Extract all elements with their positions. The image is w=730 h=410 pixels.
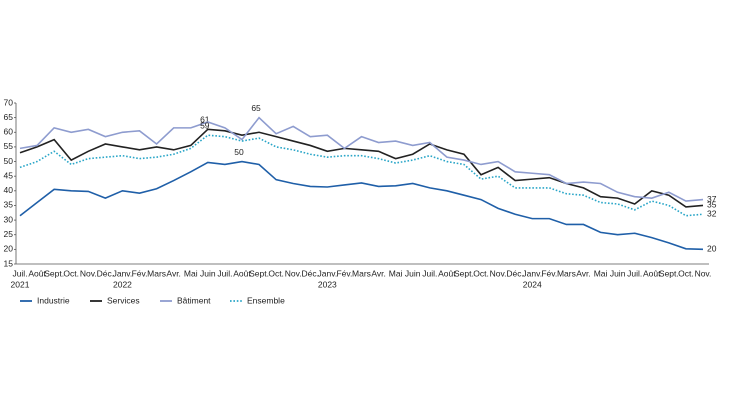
- y-tick-label: 60: [4, 127, 14, 137]
- x-tick-label: Déc.: [97, 268, 114, 278]
- x-tick-label: Oct.: [63, 268, 79, 278]
- x-tick-label: Avr.: [371, 268, 386, 278]
- x-tick-label: Mai: [389, 268, 403, 278]
- x-tick-label: Nov.: [285, 268, 302, 278]
- x-tick-label: Sept.: [454, 268, 474, 278]
- x-tick-label: Nov.: [80, 268, 97, 278]
- x-tick-label: Juil.: [12, 268, 27, 278]
- x-tick-label: Juil.: [217, 268, 232, 278]
- data-label: 37: [707, 194, 717, 204]
- y-tick-label: 40: [4, 185, 14, 195]
- x-tick-label: Sept.: [249, 268, 269, 278]
- data-label: 20: [707, 244, 717, 254]
- data-label: 50: [234, 147, 244, 157]
- x-tick-label: Mai: [184, 268, 198, 278]
- x-tick-label: Janv.: [318, 268, 338, 278]
- x-tick-label: Janv.: [113, 268, 133, 278]
- x-year-label: 2021: [11, 279, 30, 289]
- x-tick-label: Oct.: [473, 268, 489, 278]
- data-label: 32: [707, 208, 717, 218]
- legend-label: Services: [107, 295, 140, 305]
- x-year-label: 2023: [318, 279, 337, 289]
- y-tick-label: 70: [4, 97, 14, 107]
- x-tick-label: Déc.: [302, 268, 319, 278]
- y-tick-label: 35: [4, 200, 14, 210]
- y-tick-label: 20: [4, 244, 14, 254]
- x-tick-label: Nov.: [695, 268, 712, 278]
- y-tick-label: 25: [4, 229, 14, 239]
- x-tick-label: Août: [438, 268, 456, 278]
- x-tick-label: Oct.: [268, 268, 284, 278]
- data-label: 59: [200, 120, 210, 130]
- y-tick-label: 65: [4, 112, 14, 122]
- x-tick-label: Mars: [557, 268, 576, 278]
- series-line: [19, 160, 704, 251]
- data-label: 35: [707, 200, 717, 210]
- data-label: 65: [251, 103, 261, 113]
- y-tick-label: 15: [4, 258, 14, 268]
- x-tick-label: Mars: [147, 268, 166, 278]
- series-line: [19, 116, 704, 202]
- data-label: 61: [200, 115, 210, 125]
- x-tick-label: Juin: [610, 268, 626, 278]
- x-tick-label: Janv.: [522, 268, 542, 278]
- x-tick-label: Mars: [352, 268, 371, 278]
- series-line: [19, 128, 704, 208]
- x-tick-label: Juil.: [422, 268, 437, 278]
- x-tick-label: Fév.: [541, 268, 557, 278]
- y-tick-label: 55: [4, 141, 14, 151]
- x-tick-label: Sept.: [44, 268, 64, 278]
- x-tick-label: Juin: [405, 268, 421, 278]
- x-tick-label: Août: [643, 268, 661, 278]
- legend-label: Ensemble: [247, 295, 285, 305]
- legend-label: Bâtiment: [177, 295, 211, 305]
- y-tick-label: 30: [4, 214, 14, 224]
- x-tick-label: Avr.: [576, 268, 591, 278]
- x-tick-label: Fév.: [336, 268, 352, 278]
- x-tick-label: Juil.: [627, 268, 642, 278]
- legend-label: Industrie: [37, 295, 70, 305]
- x-tick-label: Août: [233, 268, 251, 278]
- y-tick-label: 50: [4, 156, 14, 166]
- x-tick-label: Nov.: [490, 268, 507, 278]
- x-year-label: 2022: [113, 279, 132, 289]
- x-tick-label: Oct.: [678, 268, 694, 278]
- x-tick-label: Sept.: [659, 268, 679, 278]
- series-line: [19, 134, 704, 217]
- x-tick-label: Juin: [200, 268, 216, 278]
- x-tick-label: Août: [28, 268, 46, 278]
- x-year-label: 2024: [523, 279, 542, 289]
- x-tick-label: Avr.: [166, 268, 181, 278]
- x-tick-label: Déc.: [506, 268, 523, 278]
- x-tick-label: Mai: [594, 268, 608, 278]
- y-tick-label: 45: [4, 170, 14, 180]
- x-tick-label: Fév.: [132, 268, 148, 278]
